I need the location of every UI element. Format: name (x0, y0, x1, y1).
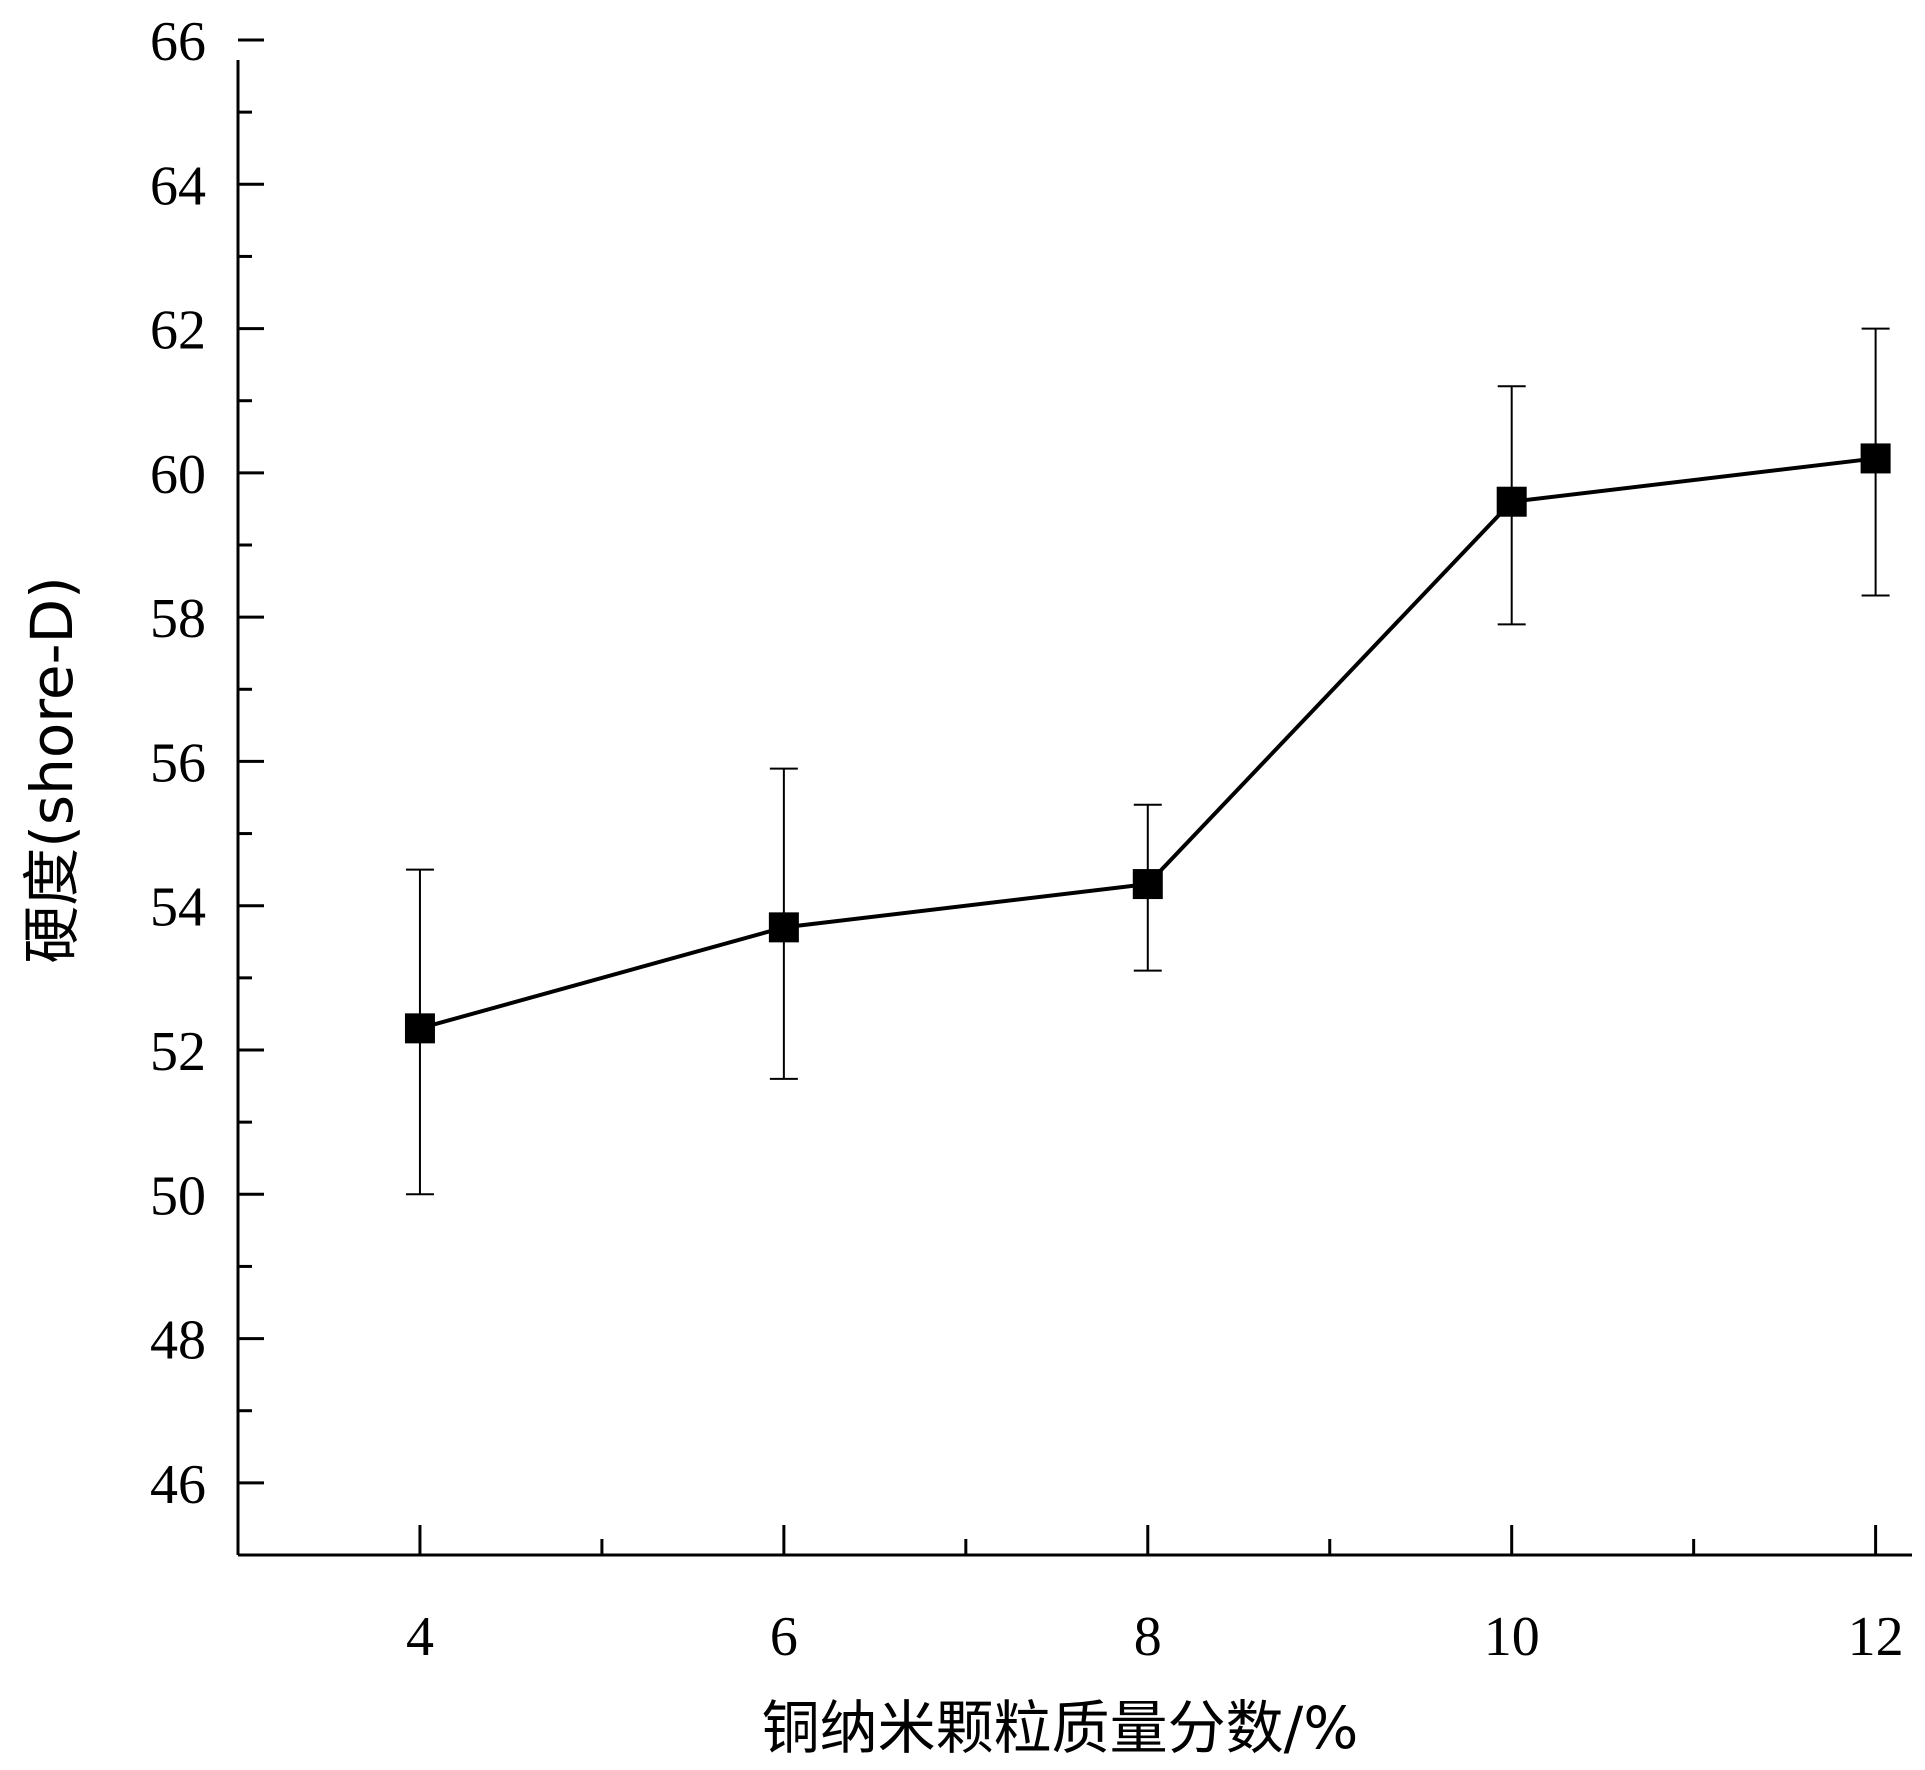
y-tick-label: 50 (150, 1165, 206, 1227)
y-tick-label: 52 (150, 1021, 206, 1083)
x-tick-label: 10 (1484, 1606, 1540, 1668)
error-bars (405, 327, 1890, 1196)
x-tick-label: 4 (406, 1606, 434, 1668)
x-tick-label: 8 (1134, 1606, 1162, 1668)
y-axis-title: 硬度(shore-D) (18, 576, 86, 964)
axes (236, 60, 1912, 1557)
y-tick-label: 66 (150, 11, 206, 73)
data-point-marker (1860, 443, 1891, 474)
y-tick-label: 60 (150, 444, 206, 506)
y-tick-label: 62 (150, 300, 206, 362)
data-point-marker (1132, 869, 1163, 900)
data-point-marker (404, 1013, 435, 1044)
x-axis-title: 铜纳米颗粒质量分数/% (762, 1694, 1359, 1762)
data-point-marker (1496, 486, 1527, 517)
y-tick-label: 56 (150, 732, 206, 794)
markers (404, 443, 1891, 1044)
y-tick-label: 46 (150, 1454, 206, 1516)
y-tick-label: 64 (150, 155, 206, 217)
x-tick-label: 6 (770, 1606, 798, 1668)
data-point-marker (768, 912, 799, 943)
y-tick-label: 58 (150, 588, 206, 650)
y-tick-label: 54 (150, 877, 206, 939)
y-tick-label: 48 (150, 1310, 206, 1372)
x-tick-label: 12 (1848, 1606, 1904, 1668)
